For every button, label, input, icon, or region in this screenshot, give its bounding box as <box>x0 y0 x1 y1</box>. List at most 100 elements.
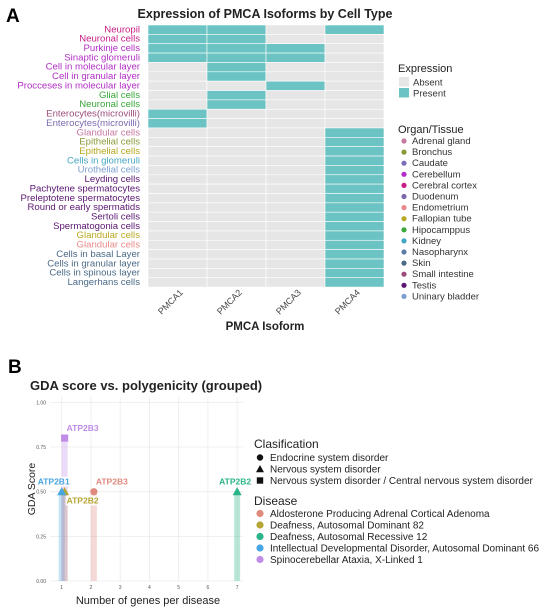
heatmap-cell <box>206 277 267 288</box>
heatmap-cell <box>324 211 385 222</box>
heatmap-x-tick-label: PMCA4 <box>333 287 362 316</box>
heatmap-cell <box>206 99 267 110</box>
heatmap-row-label: Purkinje cells <box>83 43 140 54</box>
heatmap-cell <box>206 24 267 35</box>
heatmap-cell <box>147 183 208 194</box>
legend-classification-symbol <box>256 454 264 461</box>
legend-tissue-dot <box>401 193 407 200</box>
heatmap-cell <box>265 90 326 101</box>
heatmap-cell <box>147 202 208 213</box>
heatmap-cell <box>147 43 208 54</box>
scatter-x-tick-label: 6 <box>207 585 210 591</box>
legend-disease-dot <box>256 509 264 518</box>
legend-tissue-dot <box>401 138 407 144</box>
legend-disease-dot <box>256 532 264 541</box>
heatmap-x-tick-label: PMCA3 <box>274 287 303 316</box>
scatter-stem <box>90 491 97 581</box>
scatter-point <box>90 488 98 496</box>
legend-tissue-dot <box>401 205 407 211</box>
legend-classification-title: Clasification <box>254 437 319 451</box>
heatmap-cell <box>265 118 326 129</box>
scatter-y-tick-label: 0.50 <box>36 490 46 496</box>
heatmap-cell <box>147 146 208 157</box>
legend-tissue-label: Duodenum <box>412 192 459 203</box>
heatmap-cell <box>265 146 326 157</box>
scatter-point-label-bg <box>37 476 70 487</box>
heatmap-cell <box>324 118 385 129</box>
heatmap-cell <box>147 62 208 73</box>
heatmap-cell <box>206 34 267 45</box>
legend-tissue-label: Small intestine <box>412 269 474 280</box>
scatter-x-tick-label: 2 <box>90 585 93 591</box>
heatmap-cell <box>324 108 385 119</box>
heatmap-cell <box>324 165 385 176</box>
legend-expression-swatch <box>399 88 409 98</box>
heatmap-cell <box>147 165 208 176</box>
legend-tissue-dot <box>401 238 407 244</box>
heatmap-cell <box>265 24 326 35</box>
scatter-stem <box>58 491 65 581</box>
heatmap-cell <box>206 80 267 91</box>
legend-tissue-dot <box>401 260 407 266</box>
legend-tissue-dot <box>401 160 407 166</box>
scatter-point-label-bg <box>65 495 98 506</box>
heatmap-cell <box>265 99 326 110</box>
heatmap-cell <box>206 230 267 241</box>
heatmap-cell <box>324 268 385 279</box>
legend-expression-title: Expression <box>398 63 452 75</box>
legend-disease-label: Aldosterone Producing Adrenal Cortical A… <box>270 509 490 520</box>
heatmap-x-labels: PMCA1 PMCA2 PMCA3 PMCA4 <box>156 287 362 316</box>
heatmap-cell <box>265 258 326 269</box>
heatmap-cell <box>265 174 326 185</box>
heatmap-cell <box>206 146 267 157</box>
heatmap-cell <box>265 183 326 194</box>
heatmap-row-label: Epithelial cells <box>79 137 140 148</box>
heatmap-cell <box>147 118 208 129</box>
legend-expression-swatch <box>399 77 409 87</box>
scatter-point <box>232 487 242 496</box>
heatmap-cell <box>324 277 385 288</box>
legend-tissue-dot <box>401 249 407 255</box>
panel-label-a: A <box>6 6 20 27</box>
scatter-point <box>61 434 69 442</box>
heatmap-cell <box>265 165 326 176</box>
heatmap-cell <box>206 52 267 63</box>
heatmap-row-label: Cells in glomeruli <box>67 155 140 166</box>
heatmap-cell <box>324 34 385 45</box>
scatter-point-label-bg <box>94 476 127 487</box>
heatmap-cell <box>324 24 385 35</box>
legend-tissue-dot <box>401 282 407 288</box>
heatmap-cell <box>265 221 326 232</box>
heatmap-cell <box>324 258 385 269</box>
scatter-stem <box>61 438 68 581</box>
heatmap-row-label: Spermatogonia cells <box>53 221 140 232</box>
heatmap-cell <box>147 268 208 279</box>
legend-tissue-label: Cerebellum <box>412 169 461 180</box>
legend-classification-label: Nervous system disorder <box>270 465 381 476</box>
legend-tissue-label: Testis <box>412 280 437 291</box>
heatmap-row-label: Neuronal cells <box>79 34 140 45</box>
legend-classification-symbol <box>256 477 264 484</box>
heatmap-cell <box>206 137 267 147</box>
heatmap-cell <box>206 211 267 222</box>
heatmap-cell <box>324 146 385 157</box>
scatter-point-label: ATP2B3 <box>67 423 99 433</box>
heatmap-cell <box>265 34 326 45</box>
heatmap-cell <box>265 62 326 73</box>
scatter-y-tick-label: 0.25 <box>36 534 46 540</box>
heatmap-cell <box>265 268 326 279</box>
heatmap-cell <box>147 211 208 222</box>
scatter-point-label-bg <box>66 423 99 434</box>
heatmap-row-label: Glandular cells <box>77 240 141 251</box>
heatmap-row-label: Sinaptic glomeruli <box>64 52 140 63</box>
heatmap-cell <box>206 249 267 260</box>
legend-tissue-dot <box>401 171 407 177</box>
scatter-title: GDA score vs. polygenicity (grouped) <box>30 378 262 393</box>
heatmap-row-label: Langerhans cells <box>67 277 140 288</box>
legend-tissue-label: Uninary bladder <box>412 291 479 302</box>
legend-disease-label: Spinocerebellar Ataxia, X-Linked 1 <box>270 555 423 566</box>
heatmap-cell <box>206 183 267 194</box>
scatter-y-axis-label: GDA Score <box>26 463 38 516</box>
scatter-point-label: ATP2B3 <box>96 477 128 487</box>
